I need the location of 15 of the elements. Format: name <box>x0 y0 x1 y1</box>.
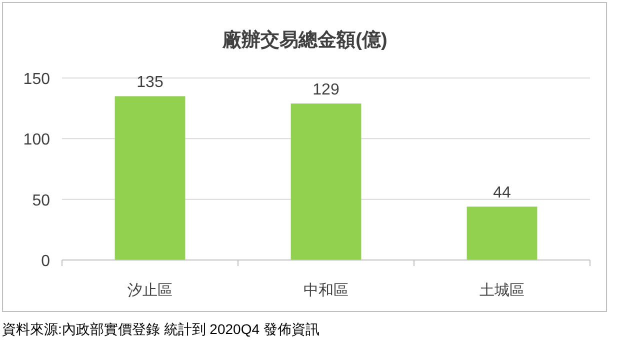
bar <box>114 96 186 260</box>
source-note: 資料來源:內政部實價登錄 統計到 2020Q4 發佈資訊 <box>2 321 320 337</box>
data-label: 129 <box>312 81 340 98</box>
bar <box>466 206 538 260</box>
data-label: 135 <box>136 74 164 92</box>
y-tick-label: 50 <box>32 192 50 210</box>
bar <box>290 103 362 260</box>
chart-title: 廠辦交易總金額(億) <box>222 29 388 51</box>
x-tick-label: 土城區 <box>480 282 524 299</box>
x-tick-label: 汐止區 <box>128 282 172 299</box>
y-tick-label: 0 <box>41 253 50 270</box>
y-tick-label: 150 <box>23 71 50 88</box>
data-label: 44 <box>493 184 511 202</box>
x-tick-label: 中和區 <box>304 282 348 299</box>
y-tick-label: 100 <box>23 132 50 149</box>
